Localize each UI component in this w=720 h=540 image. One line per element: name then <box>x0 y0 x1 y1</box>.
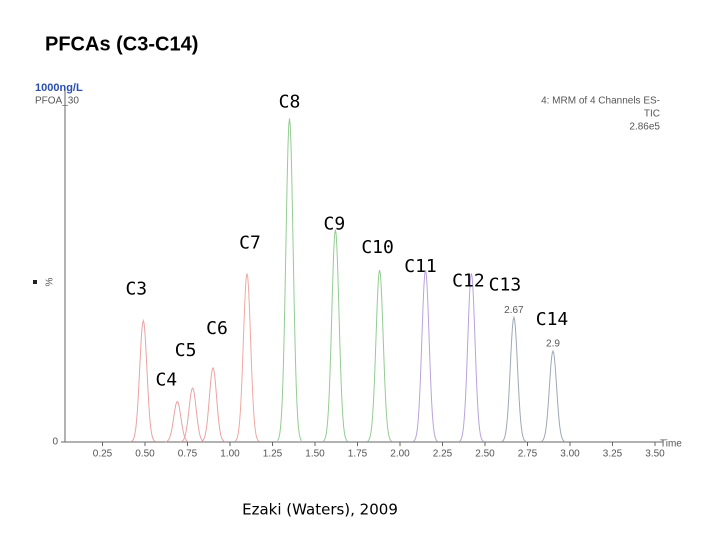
peak-label: C11 <box>404 256 437 277</box>
sample-id: PFOA_30 <box>35 96 79 107</box>
peak-label: C12 <box>452 271 485 292</box>
sample: 1000ng/L <box>35 82 83 94</box>
x-tick-label: 2.25 <box>433 449 453 460</box>
peak <box>131 318 156 442</box>
peak-time: 2.9 <box>546 339 560 350</box>
peak <box>540 349 566 443</box>
peak-label: C9 <box>324 214 346 235</box>
peak <box>459 273 484 442</box>
slide-title: PFCAs (C3-C14) <box>45 33 198 55</box>
x-tick-label: 2.00 <box>390 449 410 460</box>
x-axis-label: Time <box>660 439 682 450</box>
footer: Ezaki (Waters), 2009 <box>242 501 398 519</box>
peak-label: C10 <box>361 237 394 258</box>
peak-time: 2.67 <box>504 305 524 316</box>
x-tick-label: 3.50 <box>645 449 665 460</box>
channel: 4: MRM of 4 Channels ES- <box>541 96 660 107</box>
x-tick-label: 2.75 <box>518 449 538 460</box>
peak-label: C5 <box>175 340 197 361</box>
peak <box>180 387 205 443</box>
x-tick-label: 3.00 <box>560 449 580 460</box>
peak <box>234 273 260 442</box>
x-tick-label: 2.50 <box>475 449 495 460</box>
peak <box>367 270 392 442</box>
x-tick-label: 3.25 <box>603 449 623 460</box>
x-tick-label: 0.75 <box>178 449 198 460</box>
x-tick-label: 1.50 <box>305 449 325 460</box>
peak-label: C8 <box>279 91 301 112</box>
peak-label: C13 <box>489 274 522 295</box>
marker <box>33 280 37 284</box>
peak-label: C14 <box>536 309 569 330</box>
x-tick-label: 0.50 <box>135 449 155 460</box>
peak <box>200 366 226 443</box>
trace: TIC <box>644 109 660 120</box>
peak <box>165 400 190 443</box>
peak <box>277 118 302 442</box>
x-tick-label: 1.25 <box>263 449 283 460</box>
peak-label: C7 <box>239 233 261 254</box>
x-tick-label: 1.00 <box>220 449 240 460</box>
x-tick-label: 1.75 <box>348 449 368 460</box>
peak <box>413 270 438 442</box>
peak-label: C4 <box>155 370 177 391</box>
y-axis-label: % <box>45 277 56 286</box>
peak-label: C3 <box>125 279 147 300</box>
intensity: 2.86e5 <box>629 122 660 133</box>
x-tick-label: 0.25 <box>93 449 113 460</box>
peak-label: C6 <box>206 318 228 339</box>
peak <box>323 229 348 442</box>
peak <box>501 315 527 442</box>
y-tick-label: 0 <box>52 437 58 448</box>
